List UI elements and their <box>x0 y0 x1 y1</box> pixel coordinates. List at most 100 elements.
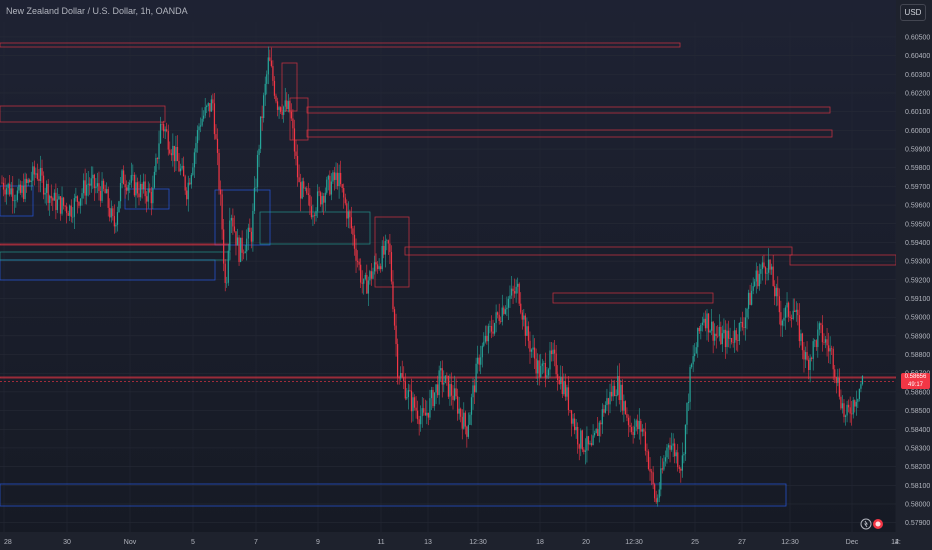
candle-body <box>664 457 667 462</box>
candle-body <box>115 224 117 227</box>
candle-body <box>109 207 111 218</box>
time-axis-bg <box>0 532 932 550</box>
candle-body <box>238 237 240 262</box>
candle-body <box>355 248 357 261</box>
candle-body <box>581 430 583 450</box>
candle-body <box>441 368 443 385</box>
candle-body <box>698 327 700 332</box>
candle-body <box>250 231 252 242</box>
candle-body <box>440 368 442 371</box>
candle-body <box>834 369 836 377</box>
candle-body <box>249 227 251 232</box>
price-tick-label: 0.59800 <box>905 165 930 172</box>
candle-body <box>687 401 690 403</box>
candle-body <box>620 384 622 401</box>
candle-body <box>555 353 557 375</box>
candle-body <box>412 397 414 412</box>
candle-body <box>286 100 288 110</box>
candle-body <box>129 182 131 185</box>
candle-body <box>175 147 177 162</box>
candle-body <box>492 331 494 334</box>
candle-body <box>754 281 756 287</box>
candle-body <box>273 80 276 96</box>
candle-body <box>594 433 596 436</box>
candle-body <box>321 196 323 205</box>
candle-body <box>149 188 151 193</box>
candle-body <box>844 415 847 417</box>
candle-body <box>738 322 740 341</box>
candle-body <box>39 168 42 181</box>
candle-body <box>136 182 139 194</box>
candle-body <box>124 184 126 188</box>
candle-body <box>283 106 285 115</box>
symbol-title: New Zealand Dollar / U.S. Dollar, 1h, OA… <box>6 6 188 16</box>
candle-body <box>156 157 159 160</box>
candle-body <box>207 103 209 107</box>
candle-body <box>223 229 225 264</box>
candle-body <box>360 264 362 283</box>
candle-body <box>403 377 405 382</box>
candle-body <box>49 195 51 203</box>
candle-body <box>532 347 534 350</box>
candle-body <box>235 231 237 246</box>
candle-body <box>69 205 71 216</box>
candle-body <box>61 197 63 214</box>
price-axis[interactable]: 0.60500 0.60400 0.60300 0.60200 0.60100 0.600… <box>896 0 932 550</box>
candle-body <box>99 191 102 201</box>
candle-body <box>278 107 280 110</box>
time-tick-label: 18 <box>536 539 544 546</box>
candle-body <box>583 449 585 452</box>
candle-body <box>290 111 293 119</box>
candle-body <box>86 184 88 196</box>
candle-body <box>467 424 470 437</box>
candle-body <box>341 184 343 189</box>
candle-body <box>695 347 697 354</box>
candle-body <box>304 188 306 189</box>
candle-body <box>358 261 360 265</box>
candle-body <box>241 237 243 253</box>
candle-body <box>309 195 311 207</box>
bar-countdown: 49:17 <box>907 382 923 388</box>
candle-body <box>427 412 429 418</box>
candle-body <box>24 178 26 200</box>
candle-body <box>199 125 202 127</box>
candle-body <box>637 420 639 430</box>
candle-body <box>59 196 62 214</box>
candle-body <box>132 174 134 176</box>
candle-body <box>661 468 663 470</box>
candle-body <box>92 174 94 179</box>
candle-body <box>861 375 864 385</box>
candle-body <box>751 290 753 305</box>
currency-button[interactable]: USD <box>900 4 926 21</box>
candle-body <box>315 211 317 217</box>
candle-body <box>629 425 631 428</box>
candle-body <box>678 467 680 469</box>
candle-body <box>663 461 665 470</box>
candles[interactable] <box>1 46 864 507</box>
candle-body <box>42 175 45 195</box>
candle-body <box>116 212 119 225</box>
candle-body <box>73 198 75 217</box>
candle-body <box>764 267 767 274</box>
time-tick-label: Nov <box>124 539 137 546</box>
candle-body <box>66 206 68 214</box>
candle-body <box>457 396 459 414</box>
candle-body <box>761 262 764 270</box>
candle-body <box>747 292 750 309</box>
candle-body <box>93 174 95 189</box>
candle-body <box>726 330 728 348</box>
candle-body <box>18 184 20 191</box>
candle-body <box>855 401 857 407</box>
candle-body <box>252 210 254 242</box>
candle-body <box>597 428 599 437</box>
candle-body <box>694 353 696 357</box>
candle-body <box>552 349 554 355</box>
candle-body <box>632 432 634 436</box>
candle-body <box>543 363 545 364</box>
candle-body <box>609 391 611 405</box>
time-axis[interactable]: 28 30 Nov 5 7 9 11 13 12:30 18 20 12:30 25 27 12:30 Dec… <box>0 532 932 550</box>
candle-body <box>757 270 759 287</box>
tradingview-logo-icon[interactable] <box>860 518 888 530</box>
